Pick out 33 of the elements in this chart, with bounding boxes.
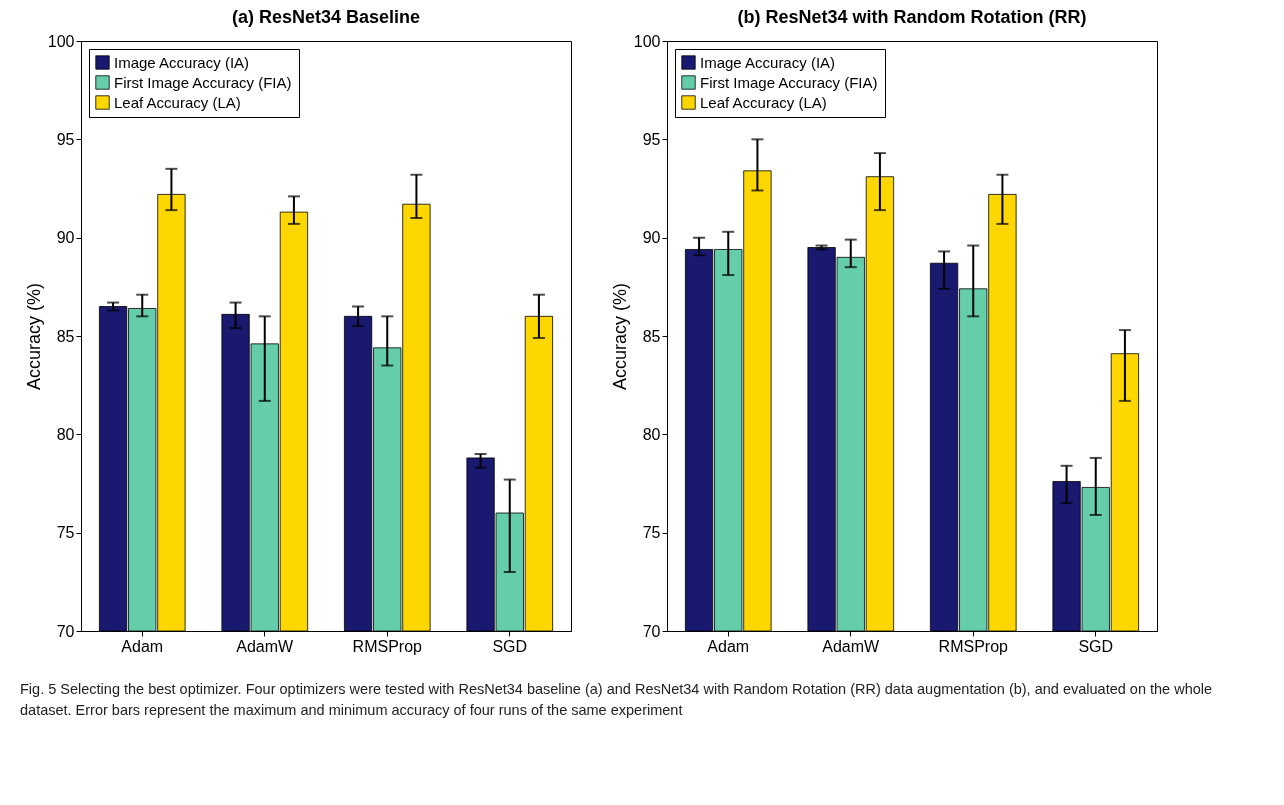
legend-label: Leaf Accuracy (LA)	[700, 93, 827, 111]
y-tick-label: 70	[56, 622, 75, 640]
y-tick-label: 80	[56, 425, 75, 443]
y-tick-label: 70	[642, 622, 661, 640]
chart-title: (a) ResNet34 Baseline	[231, 7, 421, 27]
y-tick-label: 90	[56, 229, 75, 247]
legend-label: Image Accuracy (IA)	[114, 53, 250, 71]
legend-label: First Image Accuracy (FIA)	[700, 73, 878, 91]
x-tick-label: AdamW	[236, 637, 295, 655]
x-tick-label: Adam	[121, 637, 164, 655]
x-tick-label: RMSProp	[938, 637, 1009, 655]
legend-label: Image Accuracy (IA)	[700, 53, 836, 71]
y-tick-label: 75	[56, 524, 75, 542]
y-tick-label: 75	[642, 524, 661, 542]
y-tick-label: 100	[47, 32, 75, 50]
y-tick-label: 95	[642, 130, 661, 148]
x-tick-label: Adam	[707, 637, 750, 655]
x-tick-label: SGD	[492, 637, 528, 655]
y-tick-label: 85	[56, 327, 75, 345]
y-tick-label: 100	[633, 32, 661, 50]
y-axis-title: Accuracy (%)	[609, 282, 630, 391]
y-tick-label: 85	[642, 327, 661, 345]
y-tick-label: 95	[56, 130, 75, 148]
caption: Fig. 5 Selecting the best optimizer. Four optimizers were tested with ResNet34 baseline (a) and ResNet34 with Random Rotation (RR) data augmentation (b), and evaluated on the whole dataset. Error bars represent the maximum and minimum accuracy of four runs of the same experiment	[20, 680, 1214, 720]
x-tick-label: RMSProp	[352, 637, 423, 655]
legend-label: First Image Accuracy (FIA)	[114, 73, 292, 91]
y-tick-label: 80	[642, 425, 661, 443]
x-tick-label: AdamW	[822, 637, 881, 655]
y-tick-label: 90	[642, 229, 661, 247]
y-axis-title: Accuracy (%)	[23, 282, 44, 391]
x-tick-label: SGD	[1078, 637, 1114, 655]
legend-label: Leaf Accuracy (LA)	[114, 93, 241, 111]
chart-title: (b) ResNet34 with Random Rotation (RR)	[737, 7, 1087, 27]
